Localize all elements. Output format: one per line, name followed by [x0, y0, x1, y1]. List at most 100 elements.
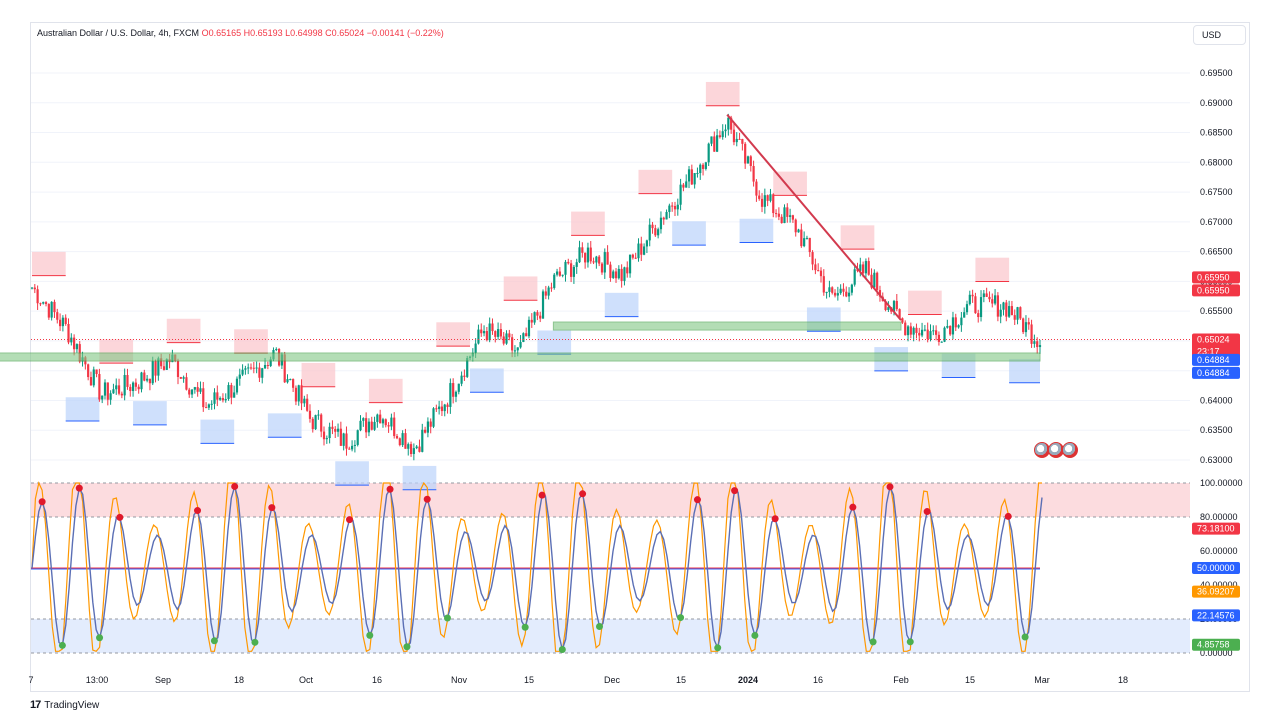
currency-button[interactable]: USD: [1193, 25, 1246, 45]
supply-zone: [301, 362, 336, 387]
candle-body: [909, 326, 912, 335]
candle-body: [772, 194, 775, 214]
trendline: [726, 114, 902, 321]
time-tick-label: 18: [234, 675, 244, 685]
candle-body: [185, 377, 188, 390]
brand-label[interactable]: TradingView: [44, 699, 100, 711]
candle-body: [283, 354, 286, 383]
candle-body: [101, 395, 104, 400]
event-flags[interactable]: [1034, 442, 1078, 458]
candle-body: [480, 329, 483, 334]
candle-body: [550, 287, 553, 289]
oversold-band: [31, 619, 1190, 653]
tradingview-logo-icon[interactable]: 17: [30, 699, 41, 711]
last-price-badge-sublabel: 23:17: [1197, 346, 1220, 356]
candle-body: [356, 430, 359, 445]
candle-body: [862, 264, 865, 274]
candle-body: [800, 229, 803, 247]
candle-body: [701, 164, 705, 169]
candle-body: [308, 410, 312, 419]
candle-body: [600, 263, 604, 273]
candle-body: [569, 263, 573, 277]
candle-body: [112, 389, 115, 394]
candle-body: [238, 374, 241, 379]
candle-body: [297, 385, 300, 402]
candle-body: [190, 389, 194, 395]
candle-body: [996, 295, 999, 317]
candle-body: [241, 369, 244, 375]
candle-body: [320, 414, 323, 432]
candle-body: [943, 327, 946, 342]
supply-zone: [234, 329, 268, 354]
candle-body: [676, 204, 679, 210]
candle-body: [412, 448, 415, 455]
candle-body: [339, 428, 342, 446]
candle-body: [769, 194, 772, 201]
candle-body: [513, 350, 517, 352]
candle-body: [758, 195, 761, 199]
oversold-dot: [210, 637, 218, 645]
demand-zone: [672, 221, 706, 246]
candle-body: [87, 364, 90, 378]
demand-zone: [267, 413, 302, 438]
price-badge: [1192, 284, 1240, 297]
time-tick-label: Sep: [155, 675, 171, 685]
candle-body: [833, 292, 837, 296]
candle-body: [547, 287, 550, 296]
candle-body: [965, 304, 969, 313]
supply-zone: [368, 378, 403, 403]
candle-body: [454, 391, 458, 397]
price-tick-label: 0.69000: [1200, 98, 1233, 108]
candle-body: [227, 385, 230, 400]
candle-body: [30, 287, 34, 289]
candle-body: [842, 288, 845, 292]
candle-body: [367, 421, 371, 433]
overbought-dot: [579, 490, 587, 498]
candle-body: [685, 181, 688, 188]
time-tick-label: 15: [965, 675, 975, 685]
candle-body: [131, 382, 135, 392]
candle-body: [154, 361, 157, 376]
candle-body: [988, 296, 991, 300]
candle-body: [435, 408, 438, 410]
us-flag-icon[interactable]: [1062, 442, 1078, 458]
candle-body: [47, 304, 50, 318]
candle-body: [67, 323, 70, 343]
candle-body: [659, 217, 663, 230]
candle-body: [188, 389, 191, 395]
oscillator-tick-label: 60.00000: [1200, 546, 1238, 556]
oscillator-tick-label: 100.00000: [1200, 478, 1243, 488]
supply-zone: [840, 225, 875, 250]
oversold-dot: [714, 644, 722, 652]
candle-body: [564, 261, 567, 275]
candle-body: [443, 404, 446, 412]
candle-body: [322, 431, 326, 440]
overbought-dot: [386, 485, 394, 493]
candle-body: [359, 420, 362, 431]
candle-body: [494, 331, 497, 337]
candle-body: [575, 262, 578, 267]
candle-body: [258, 367, 261, 378]
candle-body: [539, 315, 542, 319]
candle-body: [286, 379, 289, 383]
candle-body: [963, 312, 966, 318]
price-badge: [1192, 366, 1240, 379]
oscillator-tick-label: 0.00000: [1200, 648, 1233, 658]
candle-body: [73, 337, 76, 350]
candle-body: [671, 205, 674, 207]
candle-body: [115, 385, 118, 390]
candle-body: [631, 254, 634, 258]
oscillator-badge-label: 4.85758: [1197, 640, 1230, 650]
candle-body: [230, 385, 233, 398]
candle-body: [657, 229, 660, 236]
candle-body: [449, 383, 452, 407]
candle-body: [409, 444, 413, 455]
candle-body: [75, 344, 79, 350]
candle-body: [828, 287, 831, 292]
time-tick-label: 15: [676, 675, 686, 685]
demand-zone: [335, 461, 369, 486]
candle-body: [1030, 324, 1033, 344]
candle-body: [275, 349, 278, 351]
price-tick-label: 0.66500: [1200, 247, 1233, 257]
